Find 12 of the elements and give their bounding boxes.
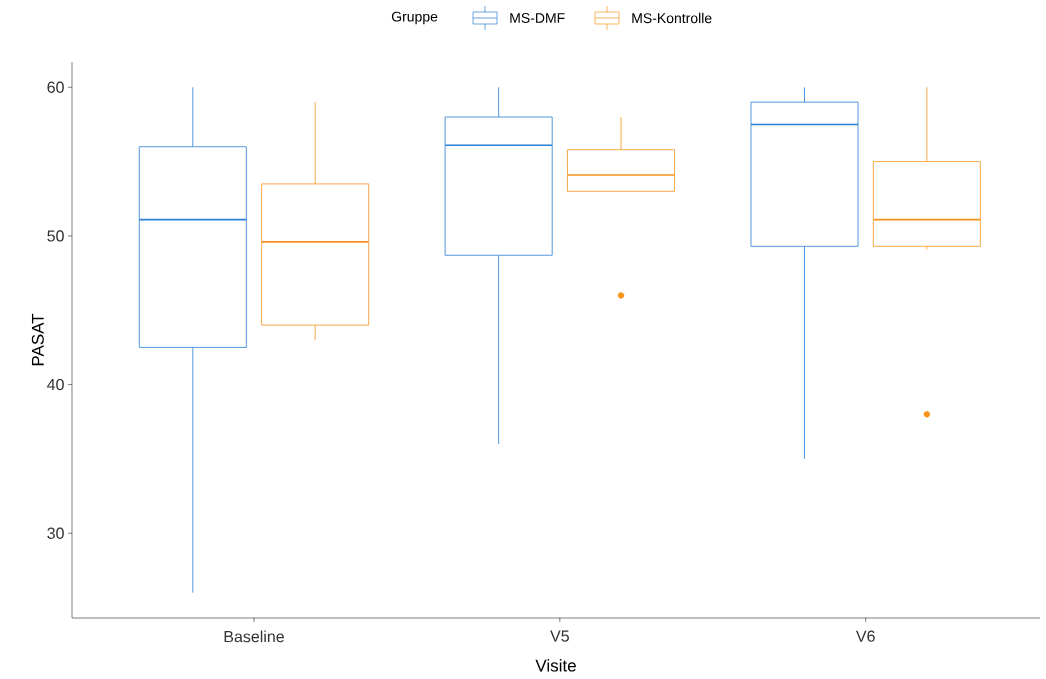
y-axis-title: PASAT xyxy=(31,313,44,366)
x-tick-label: Baseline xyxy=(224,630,284,643)
legend-label: MS-DMF xyxy=(510,13,565,23)
y-tick-label: 50 xyxy=(47,230,64,242)
y-tick-label: 60 xyxy=(47,81,64,93)
x-axis-title: Visite xyxy=(535,659,576,672)
y-tick-label: 40 xyxy=(47,378,64,391)
legend-label: MS-Kontrolle xyxy=(632,12,712,24)
x-tick-label: V5 xyxy=(550,630,569,642)
x-tick-label: V6 xyxy=(855,630,875,642)
y-tick-label: 30 xyxy=(47,527,64,539)
legend-title: Gruppe xyxy=(391,11,438,25)
